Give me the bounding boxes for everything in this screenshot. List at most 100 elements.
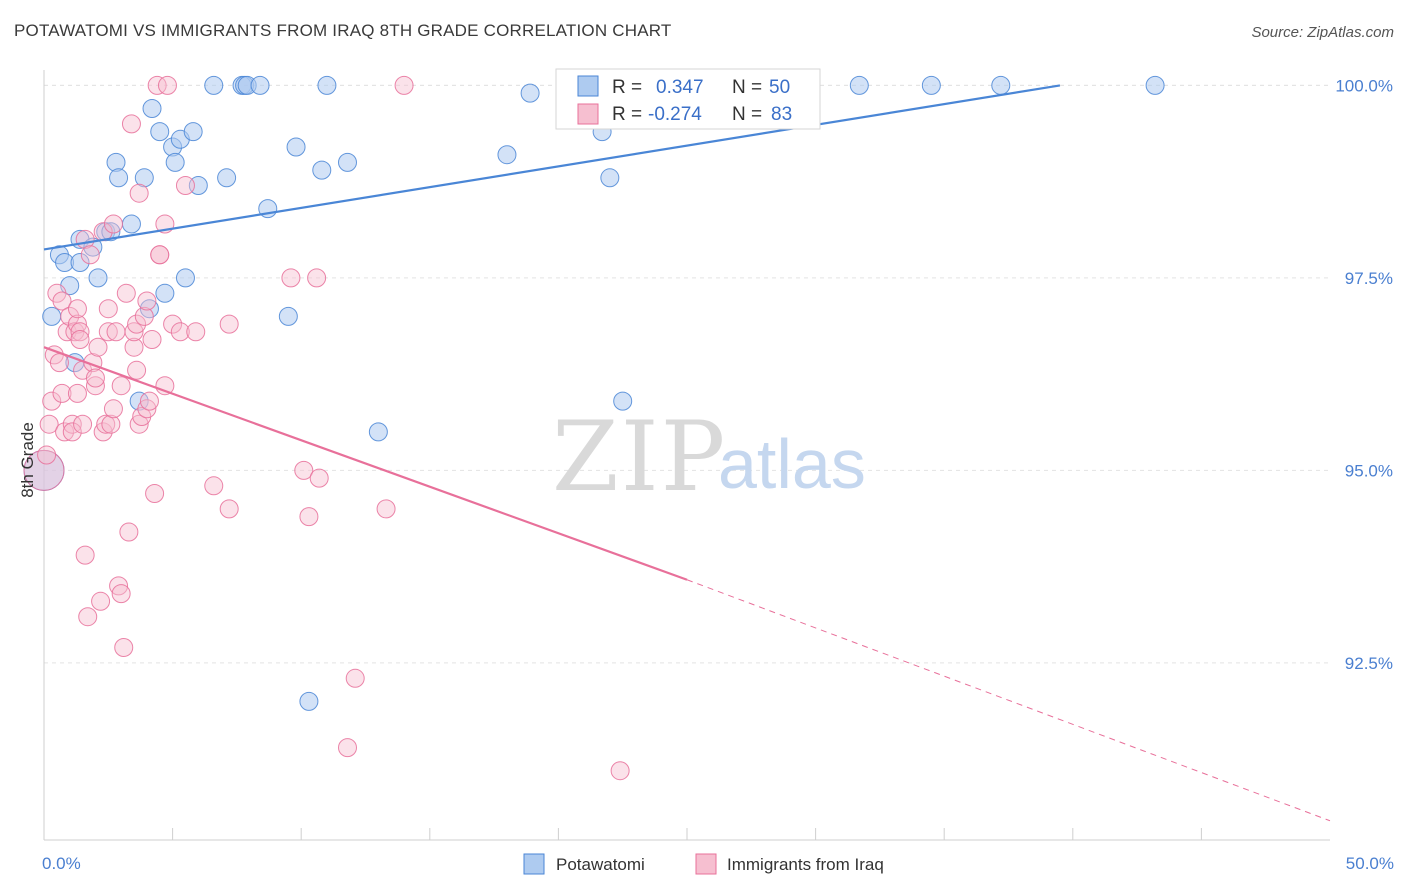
bottom-legend-swatch-blue — [523, 853, 545, 875]
iraq-point — [150, 245, 170, 265]
iraq-point — [80, 245, 100, 265]
iraq-point — [119, 522, 139, 542]
iraq-point — [37, 445, 57, 465]
potawatomi-point — [1145, 75, 1165, 95]
iraq-point — [78, 607, 98, 627]
iraq-point — [67, 299, 87, 319]
y-tick-label: 97.5% — [1345, 269, 1393, 288]
iraq-point — [109, 576, 129, 596]
iraq-point — [137, 399, 157, 419]
potawatomi-point — [142, 99, 162, 118]
bottom-legend-label-iraq: Immigrants from Iraq — [727, 855, 884, 874]
potawatomi-point — [88, 268, 108, 288]
bottom-legend: Potawatomi Immigrants from Iraq — [523, 853, 884, 875]
stat-r-value: -0.274 — [648, 104, 702, 125]
stats-legend-box — [555, 68, 821, 130]
potawatomi-point — [849, 75, 869, 95]
iraq-point — [186, 322, 206, 342]
iraq-point — [93, 422, 113, 442]
iraq-point — [170, 322, 190, 342]
iraq-point — [85, 376, 105, 396]
y-tick-label: 92.5% — [1345, 654, 1393, 673]
iraq-point — [62, 422, 82, 442]
potawatomi-point — [250, 75, 270, 95]
iraq-point — [85, 368, 105, 388]
iraq-point — [101, 414, 121, 434]
iraq-point — [345, 668, 365, 688]
iraq-point — [103, 214, 123, 234]
iraq-point — [114, 638, 134, 657]
iraq-point — [124, 322, 144, 342]
iraq-point — [307, 268, 327, 288]
iraq-point — [137, 291, 157, 311]
source-credit: Source: ZipAtlas.com — [1251, 24, 1394, 41]
legend-swatch-pink — [577, 103, 599, 125]
potawatomi-point — [286, 137, 306, 157]
iraq-point — [67, 314, 87, 334]
potawatomi-point — [613, 391, 633, 411]
iraq-point — [376, 499, 396, 519]
stat-n-label: N = — [732, 104, 762, 125]
potawatomi-point — [337, 152, 357, 172]
y-tick-label: 95.0% — [1345, 461, 1393, 480]
stat-r-label: R = — [612, 104, 642, 125]
potawatomi-point — [217, 168, 237, 188]
potawatomi-point — [600, 168, 620, 188]
iraq-point — [91, 591, 111, 611]
iraq-trend-line — [43, 346, 688, 581]
iraq-point — [70, 322, 90, 342]
y-axis-label: 8th Grade — [18, 422, 37, 498]
iraq-point — [175, 176, 195, 195]
iraq-point — [127, 360, 147, 380]
iraq-point — [52, 383, 72, 403]
stat-n-value: 50 — [769, 77, 790, 98]
iraq-point — [127, 314, 147, 334]
potawatomi-point — [42, 306, 62, 326]
iraq-point — [111, 584, 131, 604]
iraq-point — [145, 484, 165, 503]
iraq-point — [70, 330, 90, 349]
iraq-point — [39, 414, 59, 434]
potawatomi-point — [299, 691, 319, 711]
potawatomi-point — [109, 168, 129, 188]
potawatomi-point — [204, 75, 224, 95]
potawatomi-point — [134, 168, 154, 188]
bottom-legend-label-potawatomi: Potawatomi — [556, 855, 645, 874]
x-tick-label: 0.0% — [42, 854, 81, 873]
stat-n-value: 83 — [771, 104, 792, 125]
potawatomi-point — [165, 152, 185, 172]
potawatomi-point — [921, 75, 941, 95]
iraq-point — [49, 353, 69, 373]
iraq-point — [309, 468, 329, 488]
y-tick-label: 100.0% — [1335, 76, 1393, 95]
iraq-point — [62, 414, 82, 434]
potawatomi-point — [312, 160, 332, 180]
potawatomi-point — [129, 391, 149, 411]
potawatomi-point — [183, 122, 203, 142]
iraq-point — [98, 299, 118, 319]
stat-r-value: 0.347 — [656, 77, 704, 98]
data-points — [23, 75, 1165, 781]
potawatomi-point — [101, 222, 121, 242]
iraq-point — [52, 291, 72, 311]
watermark-zip: ZIP — [552, 401, 727, 513]
stat-r-label: R = — [612, 77, 642, 98]
iraq-point — [116, 283, 136, 303]
iraq-point — [121, 114, 141, 134]
legend-swatch-blue — [577, 75, 599, 97]
watermark-atlas: atlas — [718, 425, 866, 503]
iraq-point — [142, 330, 162, 349]
iraq-point — [139, 391, 159, 411]
bottom-legend-swatch-pink — [695, 853, 717, 875]
iraq-point — [219, 499, 239, 519]
potawatomi-point — [70, 253, 90, 272]
potawatomi-trend-line — [43, 84, 1061, 251]
iraq-point — [98, 322, 118, 342]
iraq-point — [134, 306, 154, 326]
iraq-point — [610, 761, 630, 781]
iraq-point — [60, 306, 80, 326]
tick-labels: 92.5% 95.0% 97.5% 100.0% 0.0% 50.0% — [42, 76, 1394, 873]
potawatomi-point — [278, 306, 298, 326]
potawatomi-point — [150, 122, 170, 142]
